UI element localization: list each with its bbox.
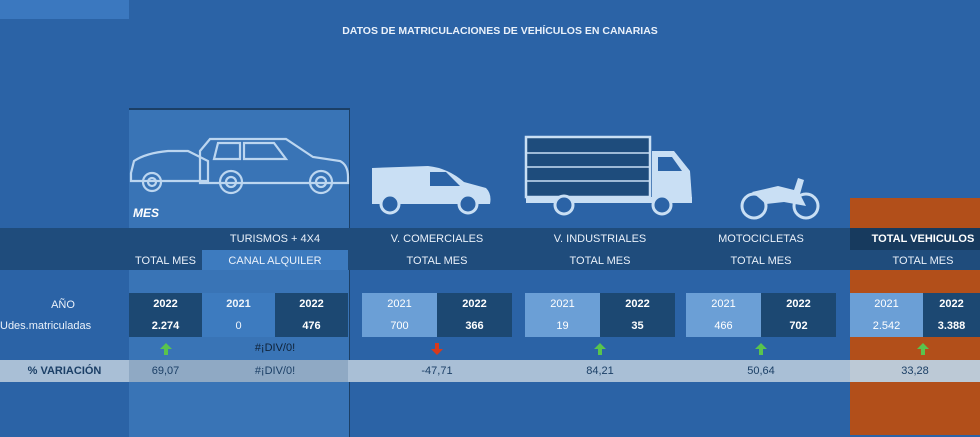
total-header: TOTAL VEHICULOS: [871, 233, 975, 245]
comerciales-down-arrow-icon: [431, 343, 443, 355]
motocicletas-year-a: 2021: [686, 293, 761, 315]
comerciales-variation: -47,71: [421, 365, 453, 377]
turismos-total-value: 2.274: [129, 315, 202, 337]
industriales-year-a: 2021: [525, 293, 600, 315]
motocicletas-header: MOTOCICLETAS: [718, 233, 804, 245]
motocicletas-value-a: 466: [686, 315, 761, 337]
truck-icon: [524, 135, 692, 216]
turismos-total-year: 2022: [129, 293, 202, 315]
turismos-header: TURISMOS + 4X4: [229, 233, 321, 245]
total-up-arrow-icon: [917, 343, 929, 355]
total-total-mes: TOTAL MES: [892, 255, 954, 267]
alquiler-year-a: 2021: [202, 293, 275, 315]
turismos-up-arrow-icon: [160, 343, 172, 355]
industriales-year-b: 2022: [600, 293, 675, 315]
turismos-total-mes: TOTAL MES: [135, 255, 196, 267]
anio-label: AÑO: [51, 299, 75, 311]
turismos-variation: 69,07: [151, 365, 180, 377]
motorcycle-icon: [740, 178, 820, 220]
total-variation: 33,28: [901, 365, 929, 377]
motocicletas-variation: 50,64: [747, 365, 775, 377]
industriales-header: V. INDUSTRIALES: [553, 233, 647, 245]
motocicletas-total-mes: TOTAL MES: [730, 255, 792, 267]
comerciales-year-b: 2022: [437, 293, 512, 315]
total-year-a: 2021: [850, 293, 923, 315]
van-icon: [372, 166, 491, 215]
motocicletas-value-b: 702: [761, 315, 836, 337]
industriales-total-mes: TOTAL MES: [569, 255, 631, 267]
variation-band-dark: [129, 360, 348, 382]
industriales-variation: 84,21: [586, 365, 614, 377]
variation-band-total: [850, 360, 980, 382]
motocicletas-up-arrow-icon: [755, 343, 767, 355]
total-value-a: 2.542: [850, 315, 923, 337]
comerciales-value-b: 366: [437, 315, 512, 337]
mes-panel: [129, 108, 350, 437]
comerciales-header: V. COMERCIALES: [390, 233, 484, 245]
mes-label: MES: [133, 206, 160, 220]
variacion-label: % VARIACIÓN: [27, 365, 102, 377]
industriales-value-a: 19: [525, 315, 600, 337]
total-value-b: 3.388: [923, 315, 980, 337]
motocicletas-year-b: 2022: [761, 293, 836, 315]
comerciales-total-mes: TOTAL MES: [406, 255, 468, 267]
turismos-canal-alquiler: CANAL ALQUILER: [228, 255, 322, 267]
page-title: DATOS DE MATRICULACIONES DE VEHÍCULOS EN…: [342, 25, 658, 37]
corner-block: [0, 0, 129, 19]
alquiler-value-a: 0: [202, 315, 275, 337]
industriales-up-arrow-icon: [594, 343, 606, 355]
alquiler-variation: #¡DIV/0!: [254, 365, 296, 377]
udes-label: Udes.matriculadas: [0, 320, 92, 332]
comerciales-value-a: 700: [362, 315, 437, 337]
industriales-value-b: 35: [600, 315, 675, 337]
header-band-total: [850, 228, 980, 250]
alquiler-year-b: 2022: [275, 293, 348, 315]
header-band: [0, 228, 980, 250]
alquiler-value-b: 476: [275, 315, 348, 337]
car-icon: [129, 137, 350, 195]
total-year-b: 2022: [923, 293, 980, 315]
alquiler-subheader-bg: [202, 250, 348, 270]
comerciales-year-a: 2021: [362, 293, 437, 315]
alquiler-div-error: #¡DIV/0!: [254, 342, 296, 354]
